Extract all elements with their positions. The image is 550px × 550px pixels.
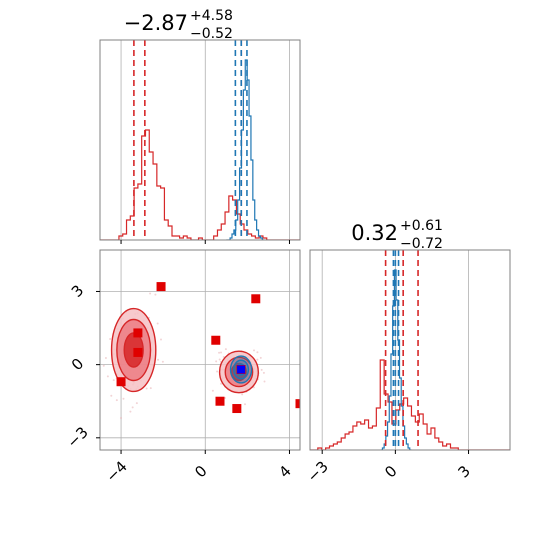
joint-panel bbox=[102, 282, 300, 420]
sample-point bbox=[218, 351, 221, 354]
sample-point bbox=[256, 351, 259, 354]
tick-label-p2: 0 bbox=[381, 462, 400, 481]
title-p2-upper: +0.61 bbox=[400, 218, 443, 234]
tick-label-p2-y: −3 bbox=[63, 423, 91, 451]
hist-p2-series-0 bbox=[310, 359, 510, 450]
sample-point bbox=[224, 348, 227, 351]
sample-point bbox=[149, 387, 152, 390]
title-p1-upper: +4.58 bbox=[190, 8, 233, 24]
sample-point bbox=[256, 358, 259, 361]
tick-label-p2-y: 3 bbox=[68, 281, 87, 300]
sample-point bbox=[259, 356, 262, 359]
title-p2: 0.32 +0.61 −0.72 bbox=[351, 218, 443, 252]
sample-point bbox=[109, 337, 112, 340]
sample-point bbox=[112, 379, 115, 382]
sample-point bbox=[241, 393, 244, 396]
title-p1-lower: −0.52 bbox=[190, 26, 233, 42]
tick-label-p1: 4 bbox=[275, 462, 294, 481]
sample-point bbox=[157, 358, 160, 361]
sample-point bbox=[129, 410, 132, 413]
sample-point bbox=[215, 360, 218, 363]
hist-p1-series-0 bbox=[100, 129, 300, 240]
sample-point bbox=[263, 380, 266, 383]
sample-point bbox=[115, 399, 118, 402]
sample-point bbox=[154, 293, 157, 296]
sample-point bbox=[149, 292, 152, 295]
sample-point bbox=[218, 358, 221, 361]
sample-point bbox=[102, 364, 105, 367]
tick-label-p2: 3 bbox=[454, 462, 473, 481]
tick-label-p2: −3 bbox=[304, 457, 332, 485]
sample-point bbox=[220, 351, 223, 354]
tick-label-p1: 0 bbox=[191, 462, 210, 481]
panel-frame-hist1 bbox=[99, 39, 301, 241]
hist-p1-series-1 bbox=[226, 59, 265, 240]
title-p1-value: −2.87 bbox=[124, 11, 188, 35]
sample-point bbox=[135, 402, 138, 405]
sample-point bbox=[106, 375, 109, 378]
sample-point bbox=[145, 387, 148, 390]
sample-point bbox=[104, 356, 107, 359]
point-marker bbox=[133, 347, 143, 357]
sample-point bbox=[161, 360, 164, 363]
tick-label-p2-y: 0 bbox=[68, 355, 87, 374]
histogram-p2 bbox=[310, 250, 510, 450]
sample-point bbox=[220, 382, 223, 385]
tick-label-p1: −4 bbox=[103, 457, 131, 485]
sample-point bbox=[244, 403, 247, 406]
panel-frame-hist2 bbox=[309, 249, 511, 451]
sample-point bbox=[159, 338, 162, 341]
sample-point bbox=[260, 368, 263, 371]
sample-point bbox=[224, 396, 227, 399]
point-marker bbox=[295, 399, 300, 409]
sample-point bbox=[110, 394, 113, 397]
sample-point bbox=[253, 349, 256, 352]
sample-point bbox=[131, 406, 134, 409]
sample-point bbox=[156, 322, 159, 325]
point-marker bbox=[116, 377, 126, 387]
point-marker bbox=[215, 396, 225, 406]
sample-point bbox=[252, 386, 255, 389]
panel-frame-joint bbox=[99, 249, 301, 451]
sample-point bbox=[262, 371, 265, 374]
point-marker bbox=[156, 282, 166, 292]
title-p1: −2.87 +4.58 −0.52 bbox=[124, 8, 233, 42]
histogram-p1 bbox=[100, 40, 300, 240]
sample-point bbox=[211, 389, 214, 392]
title-p2-lower: −0.72 bbox=[400, 236, 443, 252]
point-marker bbox=[232, 404, 242, 414]
sample-point bbox=[120, 417, 123, 420]
point-marker bbox=[251, 294, 261, 304]
point-marker bbox=[211, 335, 221, 345]
sample-point bbox=[122, 397, 125, 400]
point-marker bbox=[133, 328, 143, 338]
truth-marker bbox=[237, 365, 246, 374]
sample-point bbox=[216, 370, 219, 373]
title-p2-value: 0.32 bbox=[351, 221, 398, 245]
